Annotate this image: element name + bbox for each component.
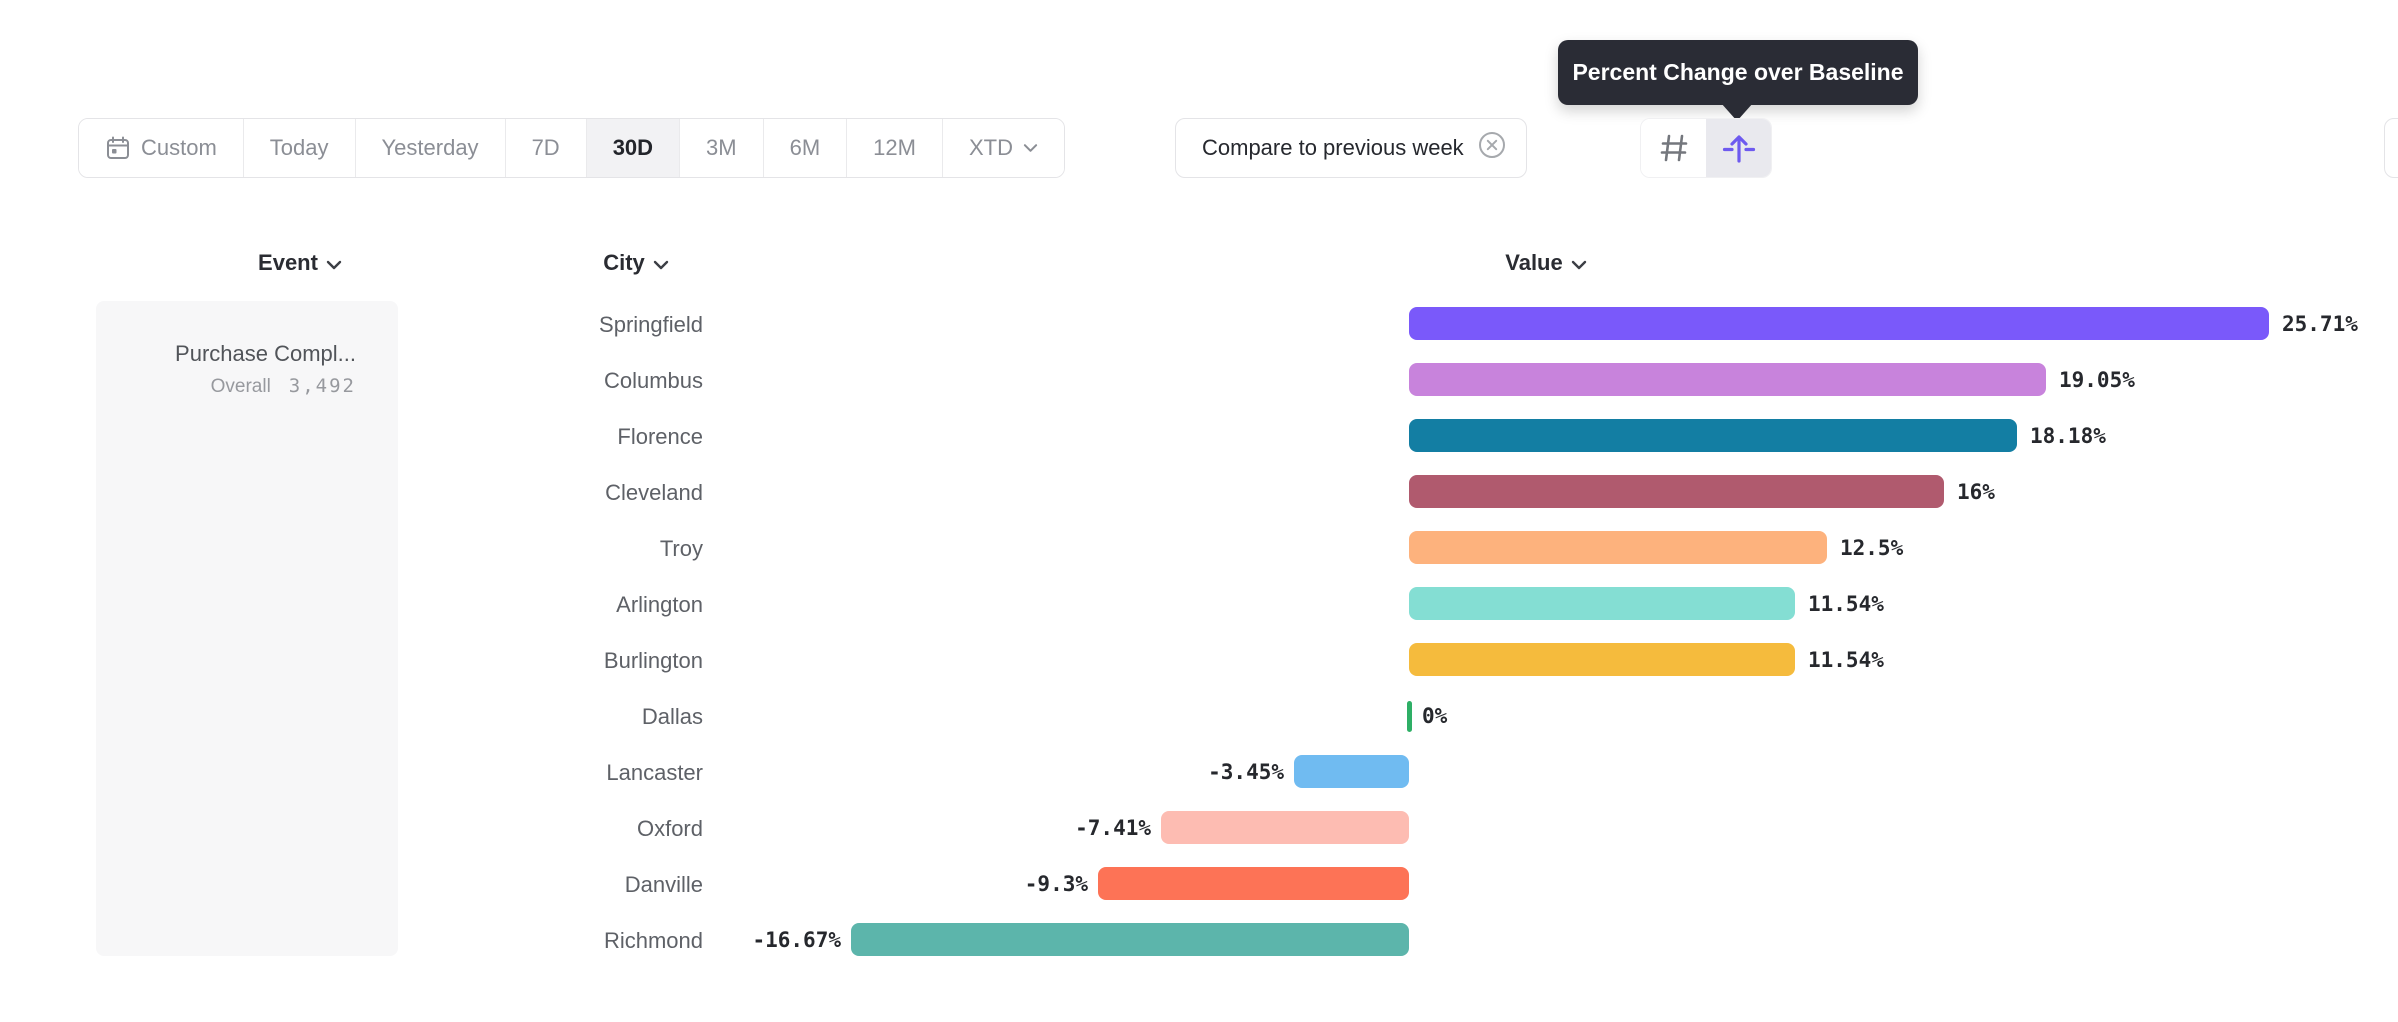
event-card[interactable]: Purchase Compl... Overall 3,492 [96, 301, 398, 956]
value-header-label: Value [1505, 250, 1563, 275]
date-range-label: Yesterday [381, 135, 479, 160]
date-range-xtd[interactable]: XTD [942, 119, 1064, 177]
clipped-toolbar-button[interactable] [2384, 118, 2398, 178]
date-range-label: 12M [873, 135, 916, 160]
event-name: Purchase Compl... [175, 341, 356, 366]
city-label: Troy [659, 536, 703, 561]
calendar-icon [105, 135, 131, 161]
city-label: Oxford [636, 816, 703, 841]
compare-chip-label: Compare to previous week [1202, 135, 1464, 160]
chevron-down-icon [326, 257, 342, 270]
bar-richmond[interactable] [851, 923, 1409, 956]
bar-cleveland[interactable] [1409, 475, 1944, 508]
bar-value-label: 11.54% [1808, 592, 1884, 616]
city-label: Florence [617, 424, 703, 449]
date-range-6m[interactable]: 6M [763, 119, 848, 177]
bar-burlington[interactable] [1409, 643, 1795, 676]
bar-arlington[interactable] [1409, 587, 1795, 620]
bar-value-label: -7.41% [1075, 816, 1151, 840]
chevron-down-icon [653, 257, 669, 270]
date-range-label: XTD [968, 135, 1013, 160]
bar-troy[interactable] [1409, 531, 1827, 564]
bar-dallas[interactable] [1407, 701, 1412, 732]
date-range-7d[interactable]: 7D [505, 119, 587, 177]
bar-value-label: -9.3% [1024, 872, 1088, 896]
bar-springfield[interactable] [1409, 307, 2269, 340]
bar-value-label: 16% [1957, 480, 1995, 504]
bar-value-label: 19.05% [2059, 368, 2135, 392]
date-range-label: Custom [141, 135, 217, 160]
city-label: Richmond [603, 928, 703, 953]
metric-tooltip: Percent Change over Baseline [1558, 40, 1918, 105]
date-range-label: Today [269, 135, 329, 160]
date-range-yesterday[interactable]: Yesterday [355, 119, 506, 177]
bar-value-label: -16.67% [752, 928, 841, 952]
column-header-city[interactable]: City [566, 248, 706, 278]
city-label: Cleveland [605, 480, 703, 505]
event-header-label: Event [258, 250, 318, 275]
bar-oxford[interactable] [1161, 811, 1409, 844]
event-overall: Overall 3,492 [211, 375, 356, 398]
city-label: Danville [624, 872, 703, 897]
bar-columbus[interactable] [1409, 363, 2046, 396]
tooltip-text: Percent Change over Baseline [1572, 59, 1904, 85]
chevron-down-icon [1571, 257, 1587, 270]
bar-danville[interactable] [1098, 867, 1409, 900]
bar-value-label: 11.54% [1808, 648, 1884, 672]
bar-value-label: -3.45% [1208, 760, 1284, 784]
date-range-30d[interactable]: 30D [586, 119, 681, 177]
city-header-label: City [603, 250, 645, 275]
chevron-down-icon [1023, 143, 1038, 153]
date-range-control: Custom Today Yesterday 7D 30D 3M 6M 12M XTD [78, 118, 1065, 178]
date-range-custom[interactable]: Custom [79, 119, 244, 177]
city-label: Dallas [641, 704, 703, 729]
date-range-12m[interactable]: 12M [847, 119, 943, 177]
hash-grid-icon[interactable] [1641, 119, 1706, 177]
bar-value-label: 18.18% [2030, 424, 2106, 448]
date-range-label: 6M [789, 135, 821, 160]
city-label: Springfield [599, 312, 703, 337]
compare-chip[interactable]: Compare to previous week [1175, 118, 1527, 178]
bar-lancaster[interactable] [1294, 755, 1409, 788]
bar-value-label: 25.71% [2282, 312, 2358, 336]
value-display-toggle [1640, 118, 1772, 178]
overall-value: 3,492 [288, 375, 356, 397]
date-range-label: 30D [612, 135, 654, 160]
date-range-3m[interactable]: 3M [680, 119, 764, 177]
date-range-label: 7D [531, 135, 560, 160]
bar-value-label: 12.5% [1840, 536, 1904, 560]
city-label: Arlington [616, 592, 703, 617]
city-label: Burlington [603, 648, 703, 673]
circle-x-icon[interactable] [1478, 131, 1506, 165]
column-header-value[interactable]: Value [1476, 248, 1616, 278]
city-label: Lancaster [606, 760, 703, 785]
city-label: Columbus [603, 368, 703, 393]
date-range-label: 3M [706, 135, 737, 160]
bar-florence[interactable] [1409, 419, 2017, 452]
arrow-up-baseline-icon[interactable] [1706, 119, 1771, 177]
column-header-event[interactable]: Event [230, 248, 370, 278]
tooltip-arrow [1721, 103, 1753, 121]
date-range-today[interactable]: Today [243, 119, 356, 177]
overall-label: Overall [210, 376, 271, 397]
bar-value-label: 0% [1422, 704, 1448, 728]
